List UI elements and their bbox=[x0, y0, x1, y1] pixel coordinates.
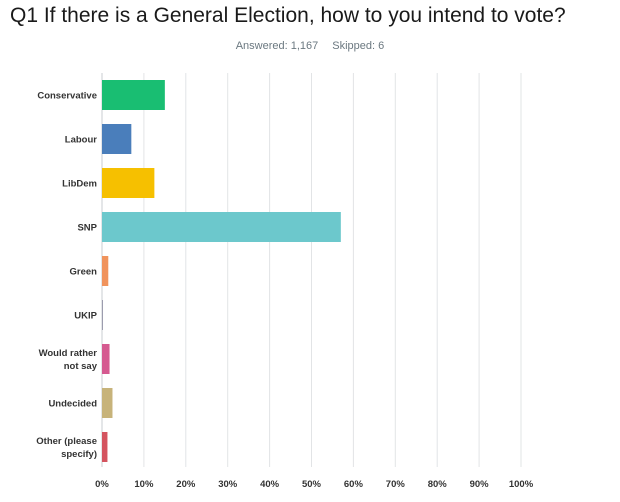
bar bbox=[102, 432, 108, 462]
x-tick-label: 60% bbox=[344, 479, 364, 490]
category-label: Other (please bbox=[36, 436, 97, 447]
x-tick-label: 10% bbox=[134, 479, 154, 490]
category-label: Labour bbox=[65, 135, 97, 146]
category-label: Green bbox=[70, 267, 98, 278]
skipped-count: Skipped: 6 bbox=[332, 40, 385, 52]
bar bbox=[102, 124, 132, 154]
category-label: Undecided bbox=[48, 399, 97, 410]
response-stats: Answered: 1,167 Skipped: 6 bbox=[0, 40, 620, 52]
category-label: not say bbox=[64, 361, 98, 372]
category-label: UKIP bbox=[74, 311, 97, 322]
bar bbox=[102, 168, 155, 198]
x-tick-label: 80% bbox=[428, 479, 448, 490]
category-label: specify) bbox=[61, 449, 97, 460]
category-label: LibDem bbox=[62, 179, 97, 190]
x-tick-label: 70% bbox=[386, 479, 406, 490]
chart-title: Q1 If there is a General Election, how t… bbox=[10, 4, 566, 27]
bar bbox=[102, 300, 103, 330]
x-tick-label: 30% bbox=[218, 479, 238, 490]
x-tick-label: 20% bbox=[176, 479, 196, 490]
category-label: Would rather bbox=[39, 348, 98, 359]
bar bbox=[102, 256, 109, 286]
x-tick-label: 100% bbox=[509, 479, 534, 490]
answered-count: Answered: 1,167 bbox=[235, 40, 319, 52]
x-tick-label: 90% bbox=[470, 479, 490, 490]
bar bbox=[102, 212, 341, 242]
category-label: SNP bbox=[77, 223, 97, 234]
bar bbox=[102, 80, 165, 110]
bar bbox=[102, 344, 110, 374]
bar bbox=[102, 388, 113, 418]
category-label: Conservative bbox=[37, 91, 97, 102]
x-tick-label: 50% bbox=[302, 479, 322, 490]
x-tick-label: 0% bbox=[95, 479, 109, 490]
x-tick-label: 40% bbox=[260, 479, 280, 490]
